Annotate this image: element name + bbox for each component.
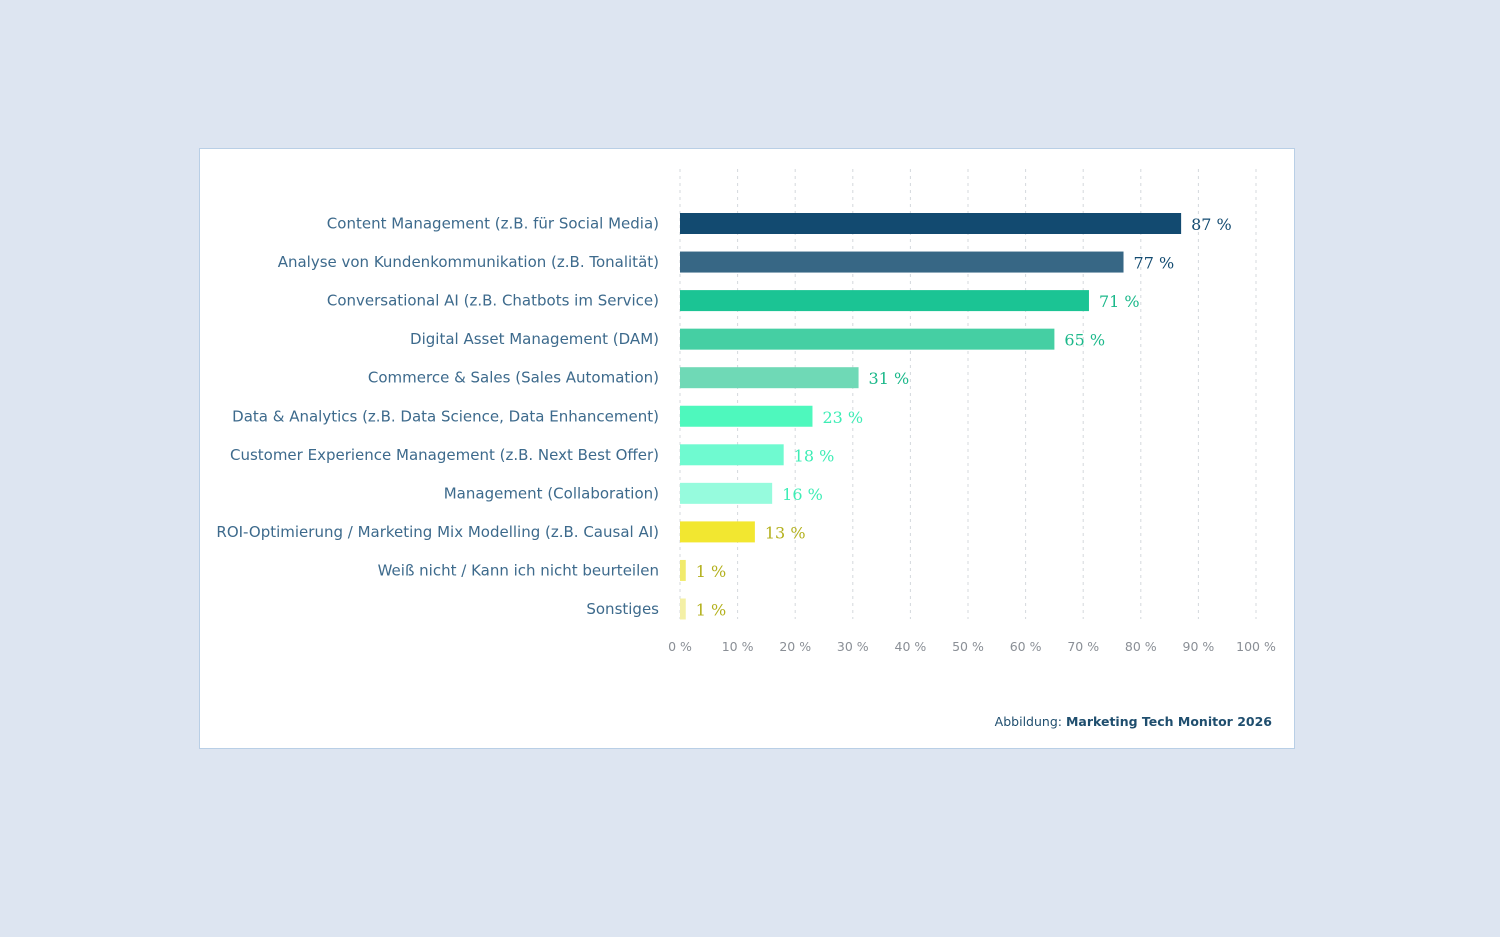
bar — [680, 213, 1182, 234]
value-label: 1 % — [696, 562, 726, 581]
source-credit: Abbildung: Marketing Tech Monitor 2026 — [995, 714, 1272, 729]
x-tick-label: 80 % — [1125, 639, 1157, 654]
bars — [680, 213, 1182, 620]
x-tick-label: 20 % — [779, 639, 811, 654]
x-tick-label: 40 % — [895, 639, 927, 654]
x-tick-label: 10 % — [722, 639, 754, 654]
value-label: 65 % — [1064, 331, 1105, 350]
bar — [680, 367, 859, 389]
x-tick-label: 50 % — [952, 639, 984, 654]
category-label: Analyse von Kundenkommunikation (z.B. To… — [278, 253, 659, 271]
value-label: 13 % — [765, 523, 806, 542]
gridlines — [679, 169, 1257, 619]
x-tick-label: 30 % — [837, 639, 869, 654]
bar — [680, 482, 773, 504]
bar-chart: Content Management (z.B. für Social Medi… — [216, 169, 1276, 654]
value-label: 31 % — [869, 369, 910, 388]
category-label: Content Management (z.B. für Social Medi… — [327, 215, 659, 233]
x-tick-label: 0 % — [668, 639, 692, 654]
category-label: Conversational AI (z.B. Chatbots im Serv… — [327, 292, 659, 310]
bar — [680, 251, 1124, 273]
source-prefix: Abbildung: — [994, 714, 1062, 729]
bar — [680, 290, 1089, 312]
value-label: 77 % — [1134, 254, 1175, 273]
value-label: 1 % — [696, 601, 726, 620]
bar — [680, 559, 686, 581]
value-labels: 87 % 77 % 71 % 65 % 31 % 23 % 18 % 16 % 13 % 1 % 1… — [696, 215, 1232, 620]
source-name: Marketing Tech Monitor 2026 — [1065, 714, 1272, 729]
value-label: 18 % — [794, 446, 835, 465]
x-axis-ticks: 0 % 10 % 20 % 30 % 40 % 50 % 60 % 70 % 80 % 90 % 1… — [668, 639, 1276, 654]
category-label: Customer Experience Management (z.B. Nex… — [230, 446, 659, 464]
category-label: Management (Collaboration) — [444, 484, 659, 502]
value-label: 23 % — [822, 408, 863, 427]
bar — [680, 405, 813, 427]
category-labels: Content Management (z.B. für Social Medi… — [216, 215, 659, 619]
value-label: 87 % — [1191, 215, 1232, 234]
x-tick-label: 100 % — [1236, 639, 1276, 654]
bar — [680, 521, 755, 543]
value-label: 71 % — [1099, 292, 1140, 311]
category-label: Digital Asset Management (DAM) — [410, 330, 659, 348]
category-label: ROI-Optimierung / Marketing Mix Modellin… — [216, 523, 659, 541]
category-label: Weiß nicht / Kann ich nicht beurteilen — [378, 561, 659, 579]
x-tick-label: 70 % — [1067, 639, 1099, 654]
category-label: Sonstiges — [586, 600, 659, 618]
bar — [680, 328, 1055, 350]
category-label: Commerce & Sales (Sales Automation) — [368, 369, 659, 387]
value-label: 16 % — [782, 485, 823, 504]
chart-card: Content Management (z.B. für Social Medi… — [199, 148, 1295, 749]
category-label: Data & Analytics (z.B. Data Science, Dat… — [232, 407, 659, 425]
x-tick-label: 90 % — [1183, 639, 1215, 654]
x-tick-label: 60 % — [1010, 639, 1042, 654]
bar — [680, 598, 686, 620]
bar — [680, 444, 784, 466]
